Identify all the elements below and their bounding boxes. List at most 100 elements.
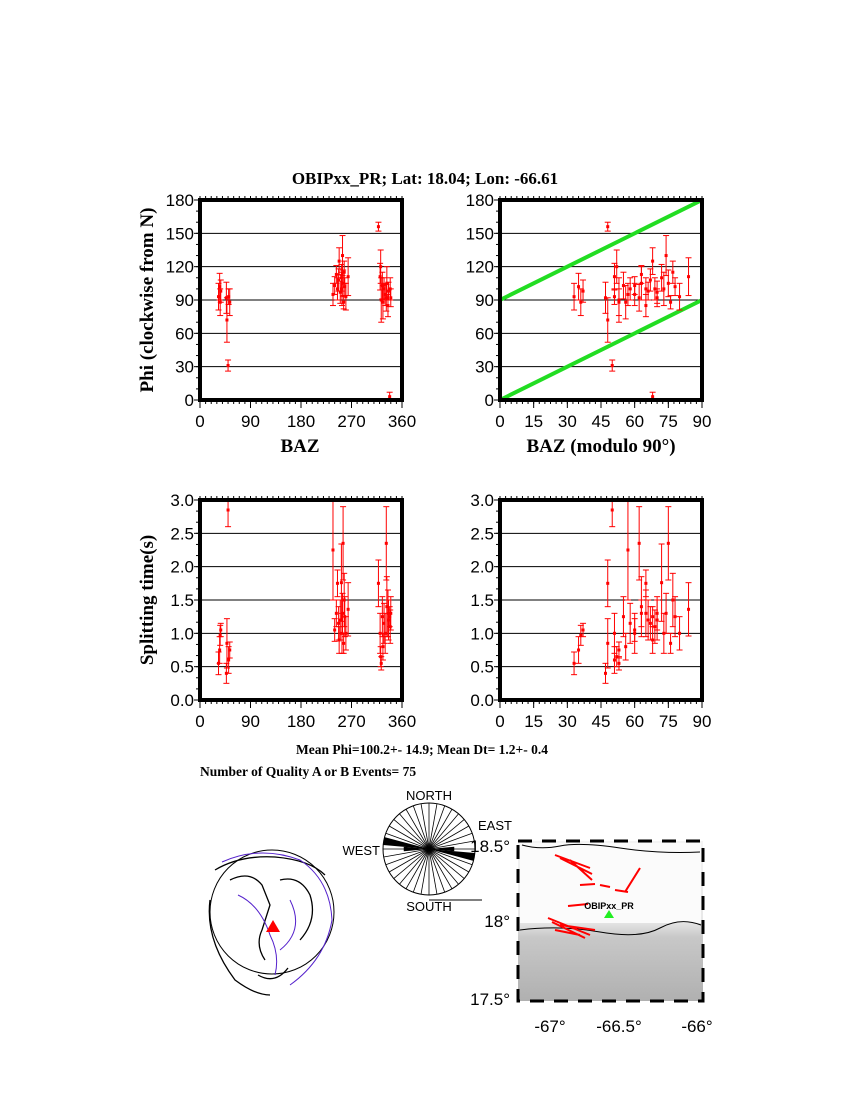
- y-tick-label: 180: [466, 191, 494, 210]
- rose-spoke: [428, 848, 465, 879]
- data-point: [342, 641, 346, 645]
- rose-spoke: [428, 848, 473, 866]
- rose-spoke: [420, 803, 430, 850]
- rose-spoke: [388, 848, 430, 873]
- rose-spoke: [405, 848, 430, 890]
- rose-spoke: [385, 848, 430, 866]
- rose-spoke: [420, 848, 430, 895]
- plot-frame: [198, 198, 404, 402]
- y-tick-label: 1.5: [470, 591, 494, 610]
- y-tick-label: 120: [166, 258, 194, 277]
- station-triangle-icon: [604, 910, 614, 918]
- y-tick-label: 60: [175, 324, 194, 343]
- xlabel-baz-mod90: BAZ (modulo 90°): [526, 436, 675, 457]
- data-point: [341, 611, 345, 615]
- x-tick-label: 60: [625, 712, 644, 731]
- data-point: [226, 364, 230, 368]
- data-point: [581, 628, 585, 632]
- data-point: [633, 631, 637, 635]
- y-tick-label: 150: [466, 224, 494, 243]
- x-tick-label: 0: [495, 412, 504, 431]
- y-tick-label: 0: [485, 391, 494, 410]
- plot-phi_baz_mod90: 0 30 60 90 120 150 180 0 15 30 45 60 75 90: [466, 191, 712, 431]
- rose-spoke: [428, 819, 465, 850]
- data-point: [381, 300, 385, 304]
- y-tick-label: 2.5: [470, 524, 494, 543]
- rose-spoke: [428, 813, 459, 850]
- x-tick-label: 270: [337, 412, 365, 431]
- x-tick-label: 360: [388, 712, 416, 731]
- y-tick-label: 3.0: [470, 491, 494, 510]
- data-point: [651, 395, 655, 399]
- rose-spoke: [393, 848, 430, 879]
- data-point: [671, 598, 675, 602]
- data-point: [651, 615, 655, 619]
- data-point: [666, 281, 670, 285]
- y-tick-label: 0.0: [170, 691, 194, 710]
- data-point: [225, 641, 229, 645]
- data-point: [577, 648, 581, 652]
- data-point: [572, 661, 576, 665]
- rose-label-west: WEST: [342, 843, 380, 858]
- data-point: [341, 541, 345, 545]
- x-tick-label: 90: [241, 412, 260, 431]
- data-point: [388, 625, 392, 629]
- data-point: [386, 611, 390, 615]
- data-point: [218, 300, 222, 304]
- station-triangle-icon: [266, 920, 280, 932]
- lon-tick: -67°: [534, 1017, 565, 1036]
- plot-frame: [498, 498, 704, 702]
- rose-spoke: [383, 848, 430, 858]
- x-tick-label: 15: [524, 412, 543, 431]
- x-tick-label: 45: [592, 712, 611, 731]
- data-point: [606, 581, 610, 585]
- data-point: [219, 628, 223, 632]
- x-tick-label: 180: [287, 712, 315, 731]
- globe-map: [208, 849, 335, 996]
- data-point: [648, 278, 652, 282]
- x-tick-label: 30: [558, 412, 577, 431]
- data-point: [382, 287, 386, 291]
- data-point: [624, 300, 628, 304]
- data-point: [626, 292, 630, 296]
- rose-label-south: SOUTH: [406, 899, 452, 914]
- guide-line: [499, 298, 703, 402]
- lat-tick: 17.5°: [470, 990, 510, 1009]
- data-point: [664, 611, 668, 615]
- y-tick-label: 1.0: [170, 624, 194, 643]
- plot-frame: [198, 498, 404, 702]
- x-tick-label: 45: [592, 412, 611, 431]
- rose-spoke: [428, 848, 459, 885]
- rose-spoke: [428, 803, 438, 850]
- data-point: [621, 615, 625, 619]
- data-point: [379, 265, 383, 269]
- data-point: [581, 289, 585, 293]
- lat-tick: 18.5°: [470, 837, 510, 856]
- data-point: [381, 645, 385, 649]
- data-point: [655, 296, 659, 300]
- x-tick-label: 75: [659, 712, 678, 731]
- data-point: [637, 541, 641, 545]
- data-point: [662, 287, 666, 291]
- guide-line: [499, 198, 703, 302]
- xlabel-baz: BAZ: [280, 436, 319, 457]
- data-point: [335, 287, 339, 291]
- data-point: [653, 625, 657, 629]
- data-point: [389, 296, 393, 300]
- y-tick-label: 120: [466, 258, 494, 277]
- data-point: [217, 295, 221, 299]
- data-point: [673, 285, 677, 289]
- rose-spoke: [428, 825, 470, 850]
- lon-tick: -66.5°: [596, 1017, 642, 1036]
- data-point: [628, 287, 632, 291]
- y-tick-label: 2.0: [170, 558, 194, 577]
- plot-dt_baz: 0.0 0.5 1.0 1.5 2.0 2.5 3.0 0 90 180 270 360: [170, 491, 416, 731]
- data-point: [341, 254, 345, 258]
- data-point: [678, 631, 682, 635]
- data-point: [666, 541, 670, 545]
- data-point: [339, 276, 343, 280]
- data-point: [384, 541, 388, 545]
- data-point: [577, 285, 581, 289]
